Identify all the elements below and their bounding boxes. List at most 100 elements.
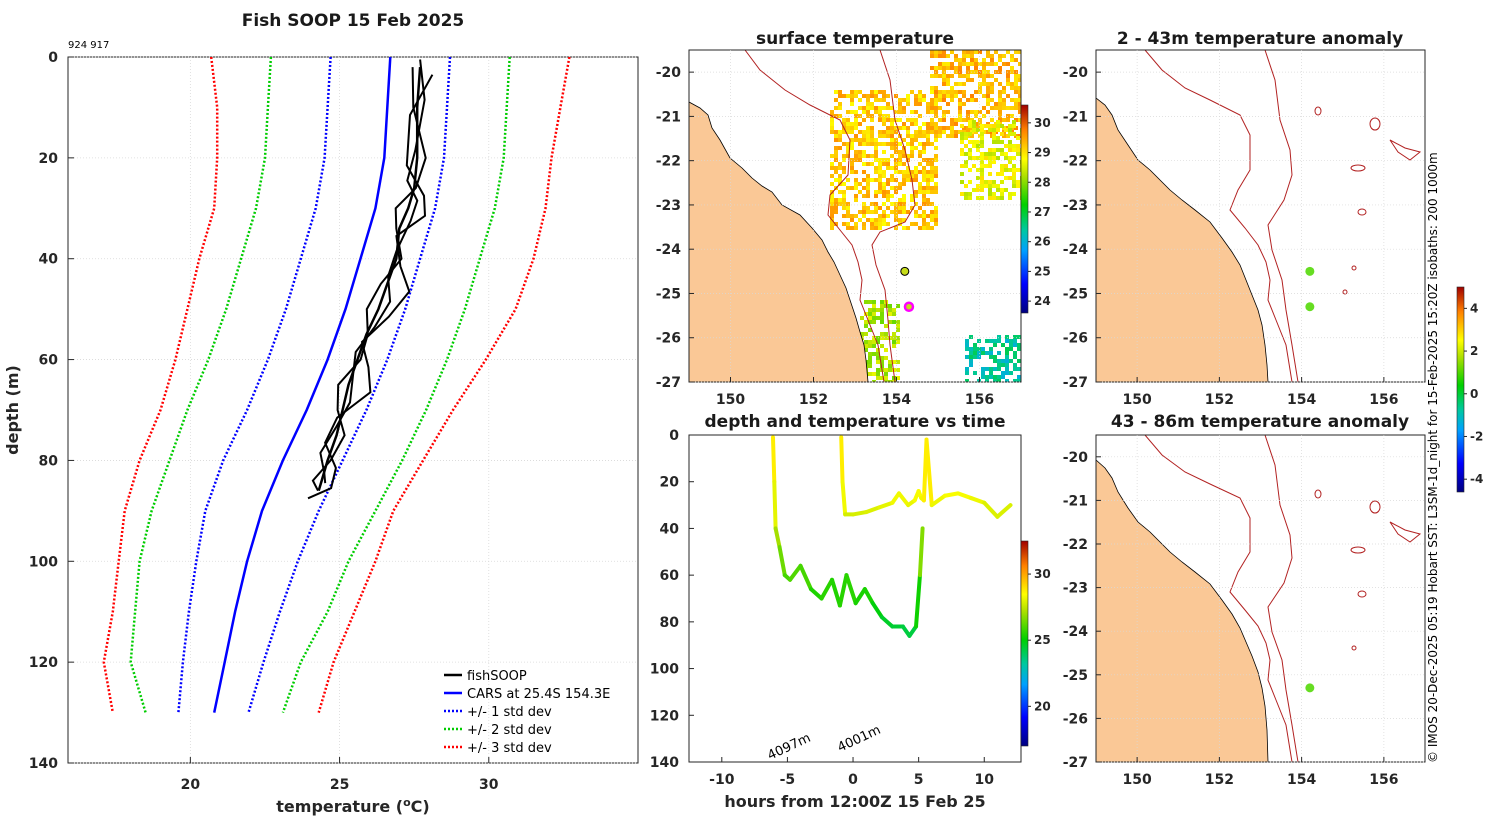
sst-pixel [882,158,886,162]
sst-pixel [962,102,966,106]
sst-pixel [990,74,994,78]
sst-pixel [1005,355,1009,359]
sst-pixel [996,172,1000,176]
sst-pixel [980,152,984,156]
depth-time-segment [788,563,803,582]
sst-pixel [964,192,968,196]
sst-pixel [942,114,946,118]
sst-pixel [842,206,846,210]
sst-pixel [976,176,980,180]
sst-pixel [985,367,989,371]
sst-pixel [864,348,868,352]
sst-pixel [830,118,834,122]
map-xtick-label: 150 [1123,392,1152,408]
sst-pixel [918,186,922,190]
sst-pixel [988,180,992,184]
sst-pixel [884,332,888,336]
sst-pixel [842,194,846,198]
sst-pixel [966,98,970,102]
sst-pixel [922,98,926,102]
sst-pixel [884,336,888,340]
sst-pixel [938,98,942,102]
sst-pixel [990,54,994,58]
map-ytick-label: -27 [1063,375,1088,391]
sst-pixel [986,82,990,86]
sst-pixel [922,142,926,146]
sst-pixel [854,158,858,162]
sst-pixel [854,214,858,218]
sst-pixel [850,186,854,190]
sst-pixel [997,351,1001,355]
sst-pixel [998,58,1002,62]
sst-pixel [842,130,846,134]
colorbar-tick-label: 4 [1470,301,1478,315]
sst-pixel [968,120,972,124]
sst-pixel [830,154,834,158]
sst-pixel [930,50,934,54]
sst-pixel [976,188,980,192]
legend-label-std1: +/- 1 std dev [467,705,552,720]
sst-pixel [998,90,1002,94]
sst-pixel [930,214,934,218]
sst-pixel [978,86,982,90]
sst-pixel [926,174,930,178]
sst-pixel [846,202,850,206]
sst-pixel [830,198,834,202]
sst-pixel [962,90,966,94]
sst-pixel [954,118,958,122]
sst-pixel [866,154,870,158]
sst-pixel [934,50,938,54]
sst-pixel [968,192,972,196]
sst-pixel [938,50,942,54]
sst-pixel [880,344,884,348]
sst-pixel [830,190,834,194]
sst-pixel [898,170,902,174]
sst-pixel [958,90,962,94]
profile-id-label: 924 917 [68,40,109,51]
sst-pixel [985,351,989,355]
sst-pixel [930,130,934,134]
sst-pixel [989,371,993,375]
profile-legend: fishSOOP CARS at 25.4S 154.3E +/- 1 std … [444,669,610,756]
sst-pixel [1010,86,1014,90]
sst-pixel [914,170,918,174]
sst-pixel [1010,82,1014,86]
sst-pixel [981,367,985,371]
sst-pixel [996,140,1000,144]
depth-time-segment [982,500,1000,519]
sst-pixel [1006,106,1010,110]
map-ytick-label: -22 [1063,154,1088,170]
sst-pixel [1000,168,1004,172]
profile-ytick-label: 120 [29,655,58,671]
sst-pixel [922,150,926,154]
sst-pixel [850,138,854,142]
sst-pixel [846,214,850,218]
sst-pixel [962,118,966,122]
sst-pixel [846,222,850,226]
sst-pixel [980,144,984,148]
sst-pixel [1012,184,1016,188]
sst-pixel [886,142,890,146]
sst-pixel [988,164,992,168]
sst-pixel [918,190,922,194]
sst-pixel [942,130,946,134]
sst-pixel [1012,132,1016,136]
sst-pixel [958,58,962,62]
sst-pixel [830,210,834,214]
sst-pixel [964,152,968,156]
sst-pixel [930,90,934,94]
sst-pixel [878,190,882,194]
sst-pixel [1012,172,1016,176]
sst-pixel [990,118,994,122]
sst-pixel [981,371,985,375]
sst-pixel [886,126,890,130]
sst-pixel [914,122,918,126]
sst-pixel [910,122,914,126]
depth-time-segment [870,601,884,620]
sst-pixel [964,160,968,164]
sst-pixel [870,222,874,226]
sst-pixel [894,130,898,134]
sst-pixel [868,344,872,348]
anomaly-colorbar-ticks: -4 -2 0 2 4 [1464,301,1483,486]
sst-pixel [846,130,850,134]
